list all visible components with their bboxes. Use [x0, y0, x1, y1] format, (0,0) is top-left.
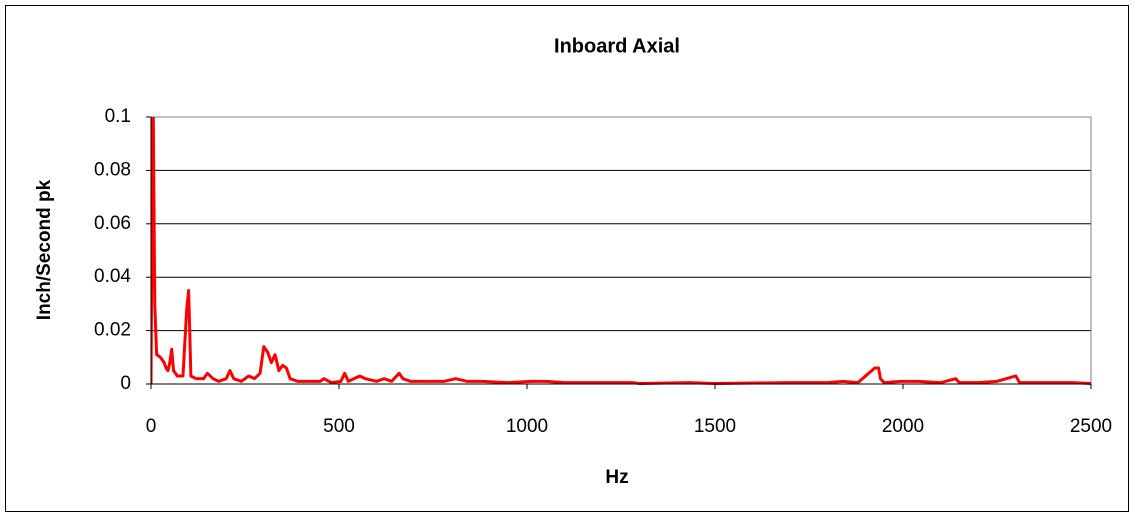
x-tick-label: 1500	[694, 416, 736, 437]
y-tick-label: 0.06	[94, 213, 131, 234]
chart-frame	[5, 5, 1129, 512]
y-tick-label: 0.1	[105, 106, 131, 127]
y-tick-label: 0	[120, 373, 131, 394]
data-line	[151, 117, 1091, 385]
x-axis-label: Hz	[605, 467, 628, 488]
x-tick-label: 2000	[882, 416, 924, 437]
chart-title: Inboard Axial	[554, 35, 680, 57]
y-tick-label: 0.04	[94, 266, 131, 287]
x-tick-label: 1000	[506, 416, 548, 437]
x-tick-label: 500	[323, 416, 355, 437]
x-tick-label: 0	[146, 416, 157, 437]
y-axis-label: Inch/Second pk	[34, 179, 55, 320]
y-tick-label: 0.02	[94, 320, 131, 341]
x-tick-label: 2500	[1070, 416, 1112, 437]
y-tick-label: 0.08	[94, 159, 131, 180]
